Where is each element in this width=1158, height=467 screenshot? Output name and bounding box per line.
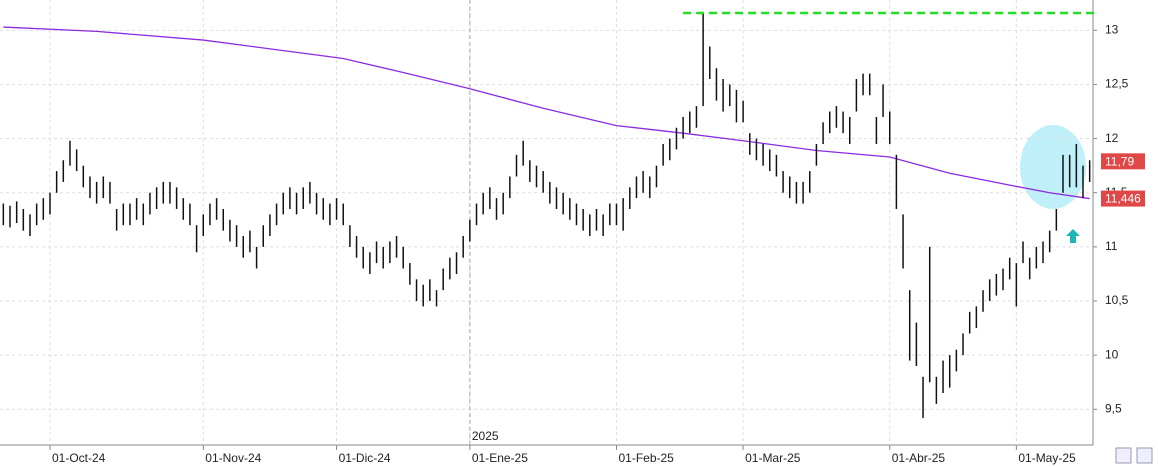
y-tick-label: 11 bbox=[1105, 239, 1118, 253]
moving-average bbox=[3, 26, 1090, 200]
y-tick-label: 12 bbox=[1105, 131, 1119, 145]
x-tick-label: 01-Dic-24 bbox=[339, 451, 391, 465]
price-label-box bbox=[1101, 190, 1145, 207]
x-tick-label: 01-Oct-24 bbox=[52, 451, 106, 465]
x-tick-label: 01-Mar-25 bbox=[745, 451, 801, 465]
price-label-box bbox=[1101, 153, 1145, 170]
x-tick-label: 01-Nov-24 bbox=[205, 451, 261, 465]
y-tick-label: 10,5 bbox=[1105, 293, 1129, 307]
price-label: 11,79 bbox=[1105, 154, 1134, 168]
y-tick-label: 12,5 bbox=[1105, 77, 1129, 91]
x-tick-label: 01-Abr-25 bbox=[892, 451, 946, 465]
y-tick-label: 10 bbox=[1105, 347, 1119, 361]
scroll-button[interactable] bbox=[1115, 447, 1132, 464]
x-tick-label: 01-Feb-25 bbox=[618, 451, 674, 465]
y-tick-label: 9,5 bbox=[1105, 401, 1122, 415]
save-button[interactable] bbox=[1136, 447, 1153, 464]
price-label: 11,446 bbox=[1105, 192, 1141, 206]
y-tick-label: 13 bbox=[1105, 22, 1119, 36]
x-tick-label: 01-Ene-25 bbox=[472, 451, 528, 465]
arrow bbox=[1066, 229, 1080, 243]
highlight bbox=[1020, 125, 1086, 209]
year-label: 2025 bbox=[472, 429, 499, 443]
x-tick-label: 01-May-25 bbox=[1018, 451, 1076, 465]
